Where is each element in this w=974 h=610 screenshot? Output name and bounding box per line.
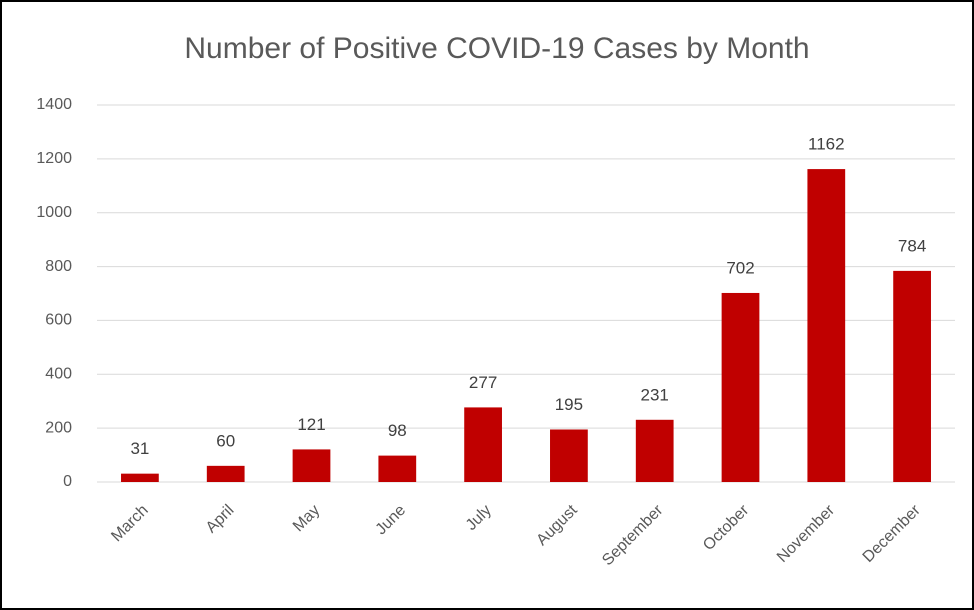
bar: [121, 473, 159, 482]
y-tick-label: 400: [45, 366, 72, 383]
data-label: 195: [555, 395, 583, 414]
y-tick-label: 600: [45, 312, 72, 329]
data-label: 31: [130, 439, 149, 458]
bar: [635, 419, 674, 482]
bar: [378, 455, 417, 482]
bar: [721, 292, 760, 482]
data-label: 60: [216, 431, 235, 450]
data-label: 121: [297, 415, 325, 434]
chart-title: Number of Positive COVID-19 Cases by Mon…: [184, 32, 809, 65]
data-label: 98: [388, 421, 407, 440]
y-tick-label: 1400: [36, 96, 72, 113]
bar: [550, 429, 588, 482]
bar: [464, 407, 502, 482]
bar: [893, 270, 931, 482]
data-label: 702: [726, 258, 754, 277]
y-tick-label: 200: [45, 419, 72, 436]
data-label: 231: [641, 385, 669, 404]
y-tick-label: 800: [45, 258, 72, 275]
y-tick-label: 1200: [36, 150, 72, 167]
data-label: 1162: [808, 135, 845, 154]
bar: [807, 169, 846, 482]
data-label: 277: [469, 373, 497, 392]
y-tick-label: 1000: [36, 204, 72, 221]
y-tick-label: 0: [63, 473, 72, 490]
data-label: 784: [898, 236, 926, 255]
bar: [292, 449, 331, 482]
bar: [206, 465, 245, 482]
